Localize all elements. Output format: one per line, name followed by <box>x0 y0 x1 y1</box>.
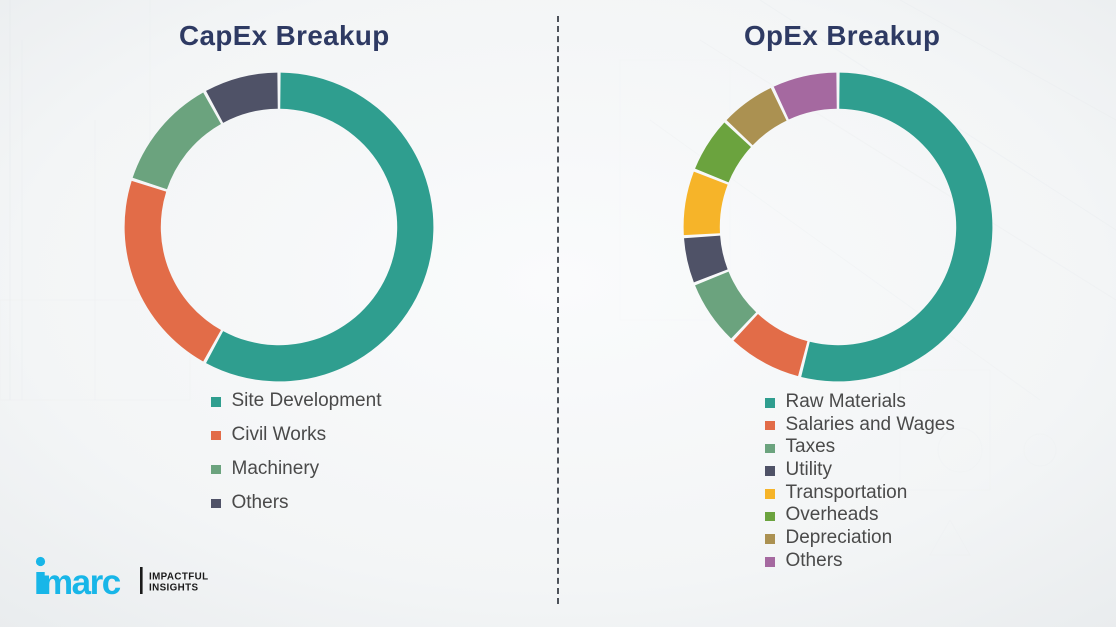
svg-text:INSIGHTS: INSIGHTS <box>149 583 199 594</box>
svg-text:marc: marc <box>42 563 121 598</box>
svg-text:IMPACTFUL: IMPACTFUL <box>149 572 208 583</box>
